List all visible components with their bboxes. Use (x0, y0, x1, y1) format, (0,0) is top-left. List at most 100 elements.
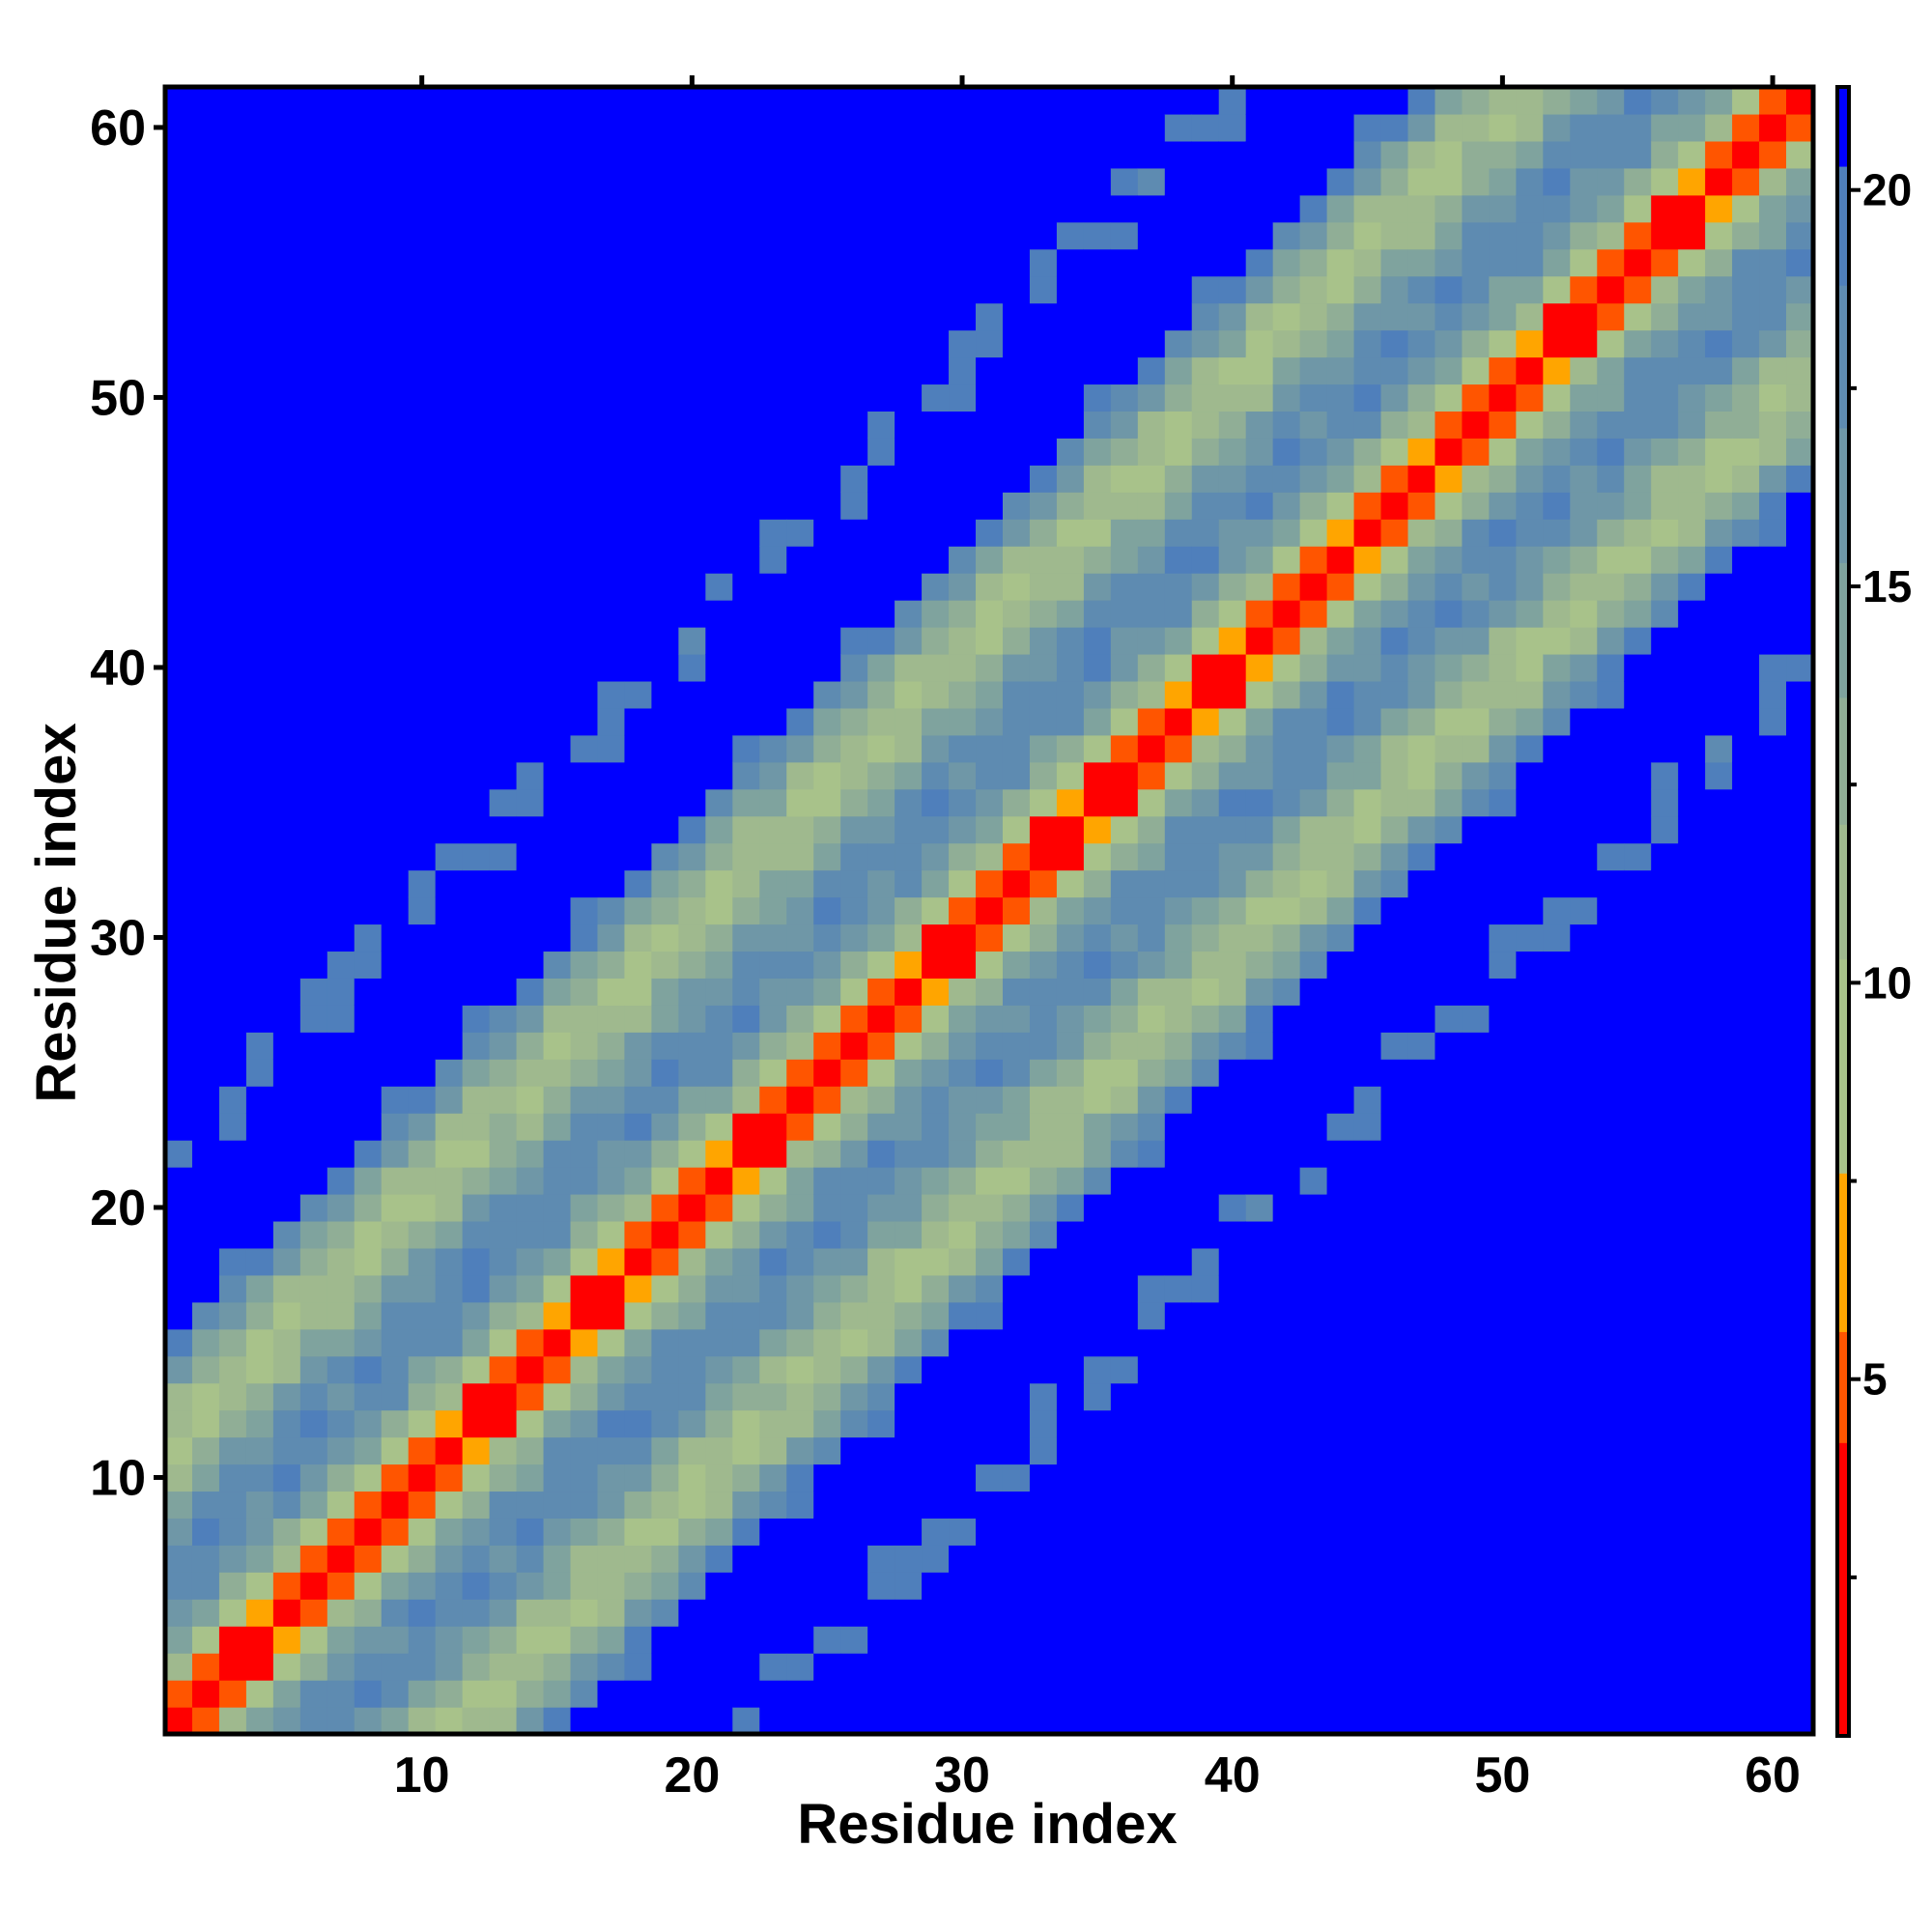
heatmap-cell (218, 356, 247, 385)
heatmap-cell (813, 842, 841, 871)
heatmap-cell (1164, 1167, 1193, 1195)
heatmap-cell (976, 1382, 1004, 1411)
heatmap-cell (678, 788, 706, 817)
heatmap-cell (1164, 302, 1193, 331)
heatmap-cell (218, 978, 247, 1006)
heatmap-cell (543, 492, 572, 520)
heatmap-cell (1624, 221, 1652, 250)
heatmap-cell (1570, 761, 1598, 790)
heatmap-cell (1083, 1653, 1112, 1681)
heatmap-cell (462, 600, 491, 628)
heatmap-cell (354, 248, 383, 277)
x-tick-label: 50 (1474, 1747, 1530, 1804)
heatmap-cell (165, 1167, 193, 1195)
heatmap-cell (651, 1328, 679, 1357)
heatmap-cell (840, 1167, 868, 1195)
heatmap-cell (1191, 680, 1220, 709)
heatmap-cell (489, 680, 518, 709)
heatmap-cell (543, 869, 572, 898)
heatmap-cell (867, 221, 895, 250)
heatmap-cell (1083, 627, 1112, 655)
heatmap-cell (354, 546, 383, 574)
heatmap-cell (165, 356, 193, 385)
heatmap-cell (272, 546, 301, 574)
y-tick-label: 60 (90, 100, 146, 156)
heatmap-cell (245, 167, 274, 196)
heatmap-cell (922, 1572, 950, 1600)
heatmap-cell (705, 1572, 733, 1600)
heatmap-cell (327, 653, 355, 682)
heatmap-cell (218, 384, 247, 412)
heatmap-cell (759, 1545, 787, 1573)
heatmap-cell (1245, 194, 1274, 223)
heatmap-cell (1164, 519, 1193, 547)
heatmap-cell (191, 1247, 220, 1276)
heatmap-cell (1705, 1572, 1733, 1600)
heatmap-cell (759, 707, 787, 736)
heatmap-cell (895, 1247, 923, 1276)
heatmap-cell (1245, 411, 1274, 439)
heatmap-cell (1218, 411, 1247, 439)
heatmap-cell (570, 113, 599, 142)
heatmap-cell (922, 546, 950, 574)
heatmap-cell (1353, 194, 1382, 223)
heatmap-cell (1272, 1328, 1301, 1357)
heatmap-cell (1624, 1167, 1652, 1195)
heatmap-cell (327, 1653, 355, 1681)
heatmap-cell (1462, 1653, 1490, 1681)
heatmap-cell (1218, 842, 1247, 871)
heatmap-cell (1597, 1113, 1625, 1141)
heatmap-cell (191, 438, 220, 466)
heatmap-cell (1786, 1491, 1814, 1519)
heatmap-cell (1462, 87, 1490, 115)
heatmap-cell (1570, 1491, 1598, 1519)
heatmap-cell (1056, 519, 1085, 547)
heatmap-cell (976, 1328, 1004, 1357)
heatmap-cell (408, 1167, 437, 1195)
heatmap-cell (651, 1032, 679, 1060)
heatmap-cell (408, 113, 437, 142)
heatmap-cell (705, 519, 733, 547)
heatmap-cell (895, 842, 923, 871)
heatmap-cell (678, 842, 706, 871)
heatmap-cell (732, 1328, 760, 1357)
heatmap-cell (1056, 761, 1085, 790)
heatmap-cell (1083, 1463, 1112, 1492)
heatmap-cell (299, 1220, 328, 1249)
heatmap-cell (1705, 1463, 1733, 1492)
heatmap-cell (624, 329, 653, 358)
heatmap-cell (1083, 492, 1112, 520)
heatmap-cell (570, 734, 599, 763)
heatmap-cell (516, 546, 545, 574)
heatmap-cell (1407, 1518, 1436, 1546)
heatmap-cell (1326, 411, 1355, 439)
heatmap-cell (759, 411, 787, 439)
heatmap-cell (1516, 1193, 1544, 1222)
heatmap-cell (949, 113, 977, 142)
heatmap-cell (786, 1355, 814, 1384)
heatmap-cell (1597, 842, 1625, 871)
heatmap-cell (651, 923, 679, 952)
heatmap-cell (489, 1707, 518, 1735)
heatmap-cell (651, 302, 679, 331)
heatmap-cell (1759, 87, 1787, 115)
heatmap-cell (1570, 1005, 1598, 1033)
heatmap-cell (1245, 221, 1274, 250)
heatmap-cell (327, 788, 355, 817)
heatmap-cell (1489, 438, 1517, 466)
heatmap-cell (489, 1545, 518, 1573)
heatmap-cell (597, 951, 626, 979)
heatmap-cell (678, 492, 706, 520)
heatmap-cell (543, 1463, 572, 1492)
heatmap-cell (786, 1220, 814, 1249)
heatmap-cell (327, 1355, 355, 1384)
heatmap-cell (1705, 465, 1733, 493)
heatmap-cell (489, 978, 518, 1006)
heatmap-cell (435, 1680, 464, 1708)
heatmap-cell (1029, 653, 1058, 682)
heatmap-cell (786, 221, 814, 250)
heatmap-cell (597, 140, 626, 169)
heatmap-cell (272, 275, 301, 304)
heatmap-cell (299, 1626, 328, 1654)
heatmap-cell (922, 1328, 950, 1357)
